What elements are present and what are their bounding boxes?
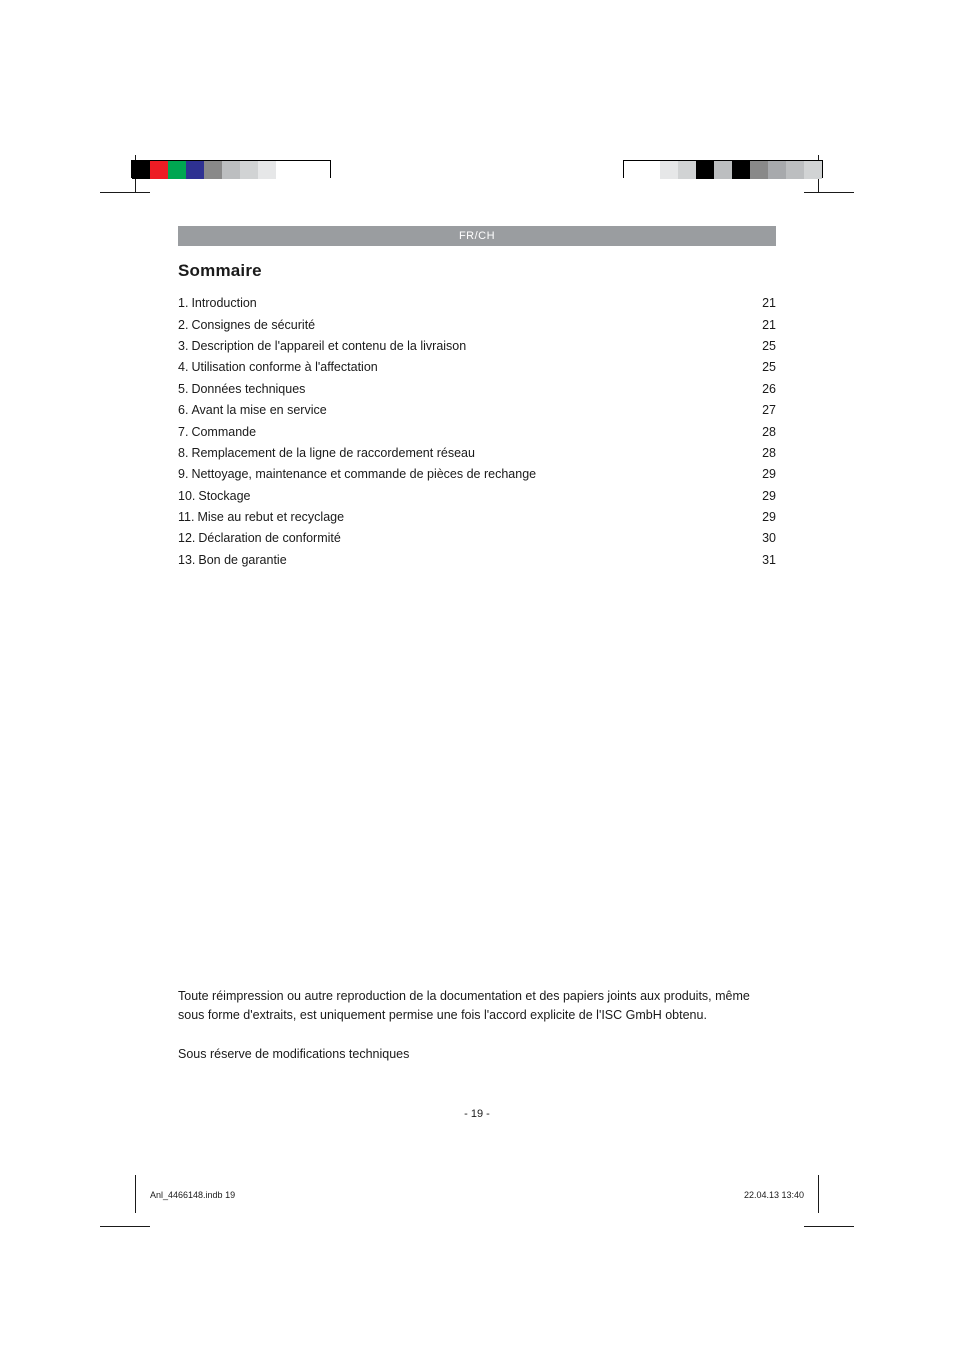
toc-number: 7. <box>178 423 188 442</box>
toc-row: 9.Nettoyage, maintenance et commande de … <box>178 465 776 484</box>
toc-page: 29 <box>762 508 776 527</box>
toc-row: 13.Bon de garantie 31 <box>178 551 776 570</box>
registration-swatch <box>642 161 660 179</box>
toc-number: 3. <box>178 337 188 356</box>
toc-page: 29 <box>762 465 776 484</box>
toc-number: 11. <box>178 508 194 527</box>
toc-text: Bon de garantie <box>195 551 286 570</box>
registration-swatch <box>204 161 222 179</box>
registration-swatch <box>732 161 750 179</box>
registration-swatch <box>768 161 786 179</box>
toc-text: Nettoyage, maintenance et commande de pi… <box>188 465 536 484</box>
toc-number: 8. <box>178 444 188 463</box>
toc-number: 12. <box>178 529 195 548</box>
toc-page: 21 <box>762 294 776 313</box>
registration-swatch <box>624 161 642 179</box>
toc-row: 6.Avant la mise en service 27 <box>178 401 776 420</box>
toc-row: 2.Consignes de sécurité 21 <box>178 316 776 335</box>
toc-text: Introduction <box>188 294 256 313</box>
registration-swatch <box>786 161 804 179</box>
toc-number: 10. <box>178 487 195 506</box>
toc-page: 27 <box>762 401 776 420</box>
toc-page: 31 <box>762 551 776 570</box>
footer-timestamp: 22.04.13 13:40 <box>744 1190 804 1200</box>
toc-row: 10.Stockage 29 <box>178 487 776 506</box>
crop-mark <box>135 1175 136 1213</box>
toc-row: 3.Description de l'appareil et contenu d… <box>178 337 776 356</box>
registration-swatch <box>240 161 258 179</box>
registration-swatch <box>714 161 732 179</box>
toc-number: 2. <box>178 316 188 335</box>
toc-row: 11.Mise au rebut et recyclage 29 <box>178 508 776 527</box>
crop-mark <box>818 1175 819 1213</box>
toc-row: 5.Données techniques 26 <box>178 380 776 399</box>
content-area: Sommaire 1.Introduction212.Consignes de … <box>178 258 776 572</box>
toc-text: Utilisation conforme à l'affectation <box>188 358 377 377</box>
registration-swatch <box>132 161 150 179</box>
copyright-notice: Toute réimpression ou autre reproduction… <box>178 987 776 1025</box>
toc-page: 21 <box>762 316 776 335</box>
crop-mark <box>100 192 150 193</box>
toc-number: 9. <box>178 465 188 484</box>
toc-text: Mise au rebut et recyclage <box>194 508 344 527</box>
toc-page: 26 <box>762 380 776 399</box>
registration-swatch <box>660 161 678 179</box>
toc-page: 25 <box>762 337 776 356</box>
toc-number: 6. <box>178 401 188 420</box>
registration-swatch <box>696 161 714 179</box>
registration-swatch <box>150 161 168 179</box>
registration-swatch <box>168 161 186 179</box>
toc-row: 4.Utilisation conforme à l'affectation 25 <box>178 358 776 377</box>
toc-text: Avant la mise en service <box>188 401 326 420</box>
toc-text: Consignes de sécurité <box>188 316 315 335</box>
registration-swatch <box>678 161 696 179</box>
toc-text: Données techniques <box>188 380 305 399</box>
toc-page: 28 <box>762 444 776 463</box>
registration-swatch <box>312 161 330 179</box>
registration-swatch <box>294 161 312 179</box>
crop-mark <box>804 192 854 193</box>
table-of-contents: 1.Introduction212.Consignes de sécurité2… <box>178 294 776 570</box>
toc-text: Description de l'appareil et contenu de … <box>188 337 466 356</box>
crop-mark <box>804 1226 854 1227</box>
toc-page: 28 <box>762 423 776 442</box>
toc-text: Commande <box>188 423 256 442</box>
toc-number: 13. <box>178 551 195 570</box>
toc-title: Sommaire <box>178 258 776 284</box>
toc-page: 29 <box>762 487 776 506</box>
toc-text: Stockage <box>195 487 250 506</box>
page-number: - 19 - <box>0 1108 954 1120</box>
page: FR/CH Sommaire 1.Introduction212.Consign… <box>0 0 954 1351</box>
registration-swatch <box>258 161 276 179</box>
toc-row: 8.Remplacement de la ligne de raccordeme… <box>178 444 776 463</box>
registration-swatch <box>276 161 294 179</box>
registration-bar-left <box>131 160 331 178</box>
toc-number: 5. <box>178 380 188 399</box>
toc-number: 4. <box>178 358 188 377</box>
reserve-notice: Sous réserve de modifications techniques <box>178 1047 776 1061</box>
toc-row: 12.Déclaration de conformité 30 <box>178 529 776 548</box>
toc-row: 1.Introduction 21 <box>178 294 776 313</box>
toc-text: Remplacement de la ligne de raccordement… <box>188 444 475 463</box>
registration-swatch <box>186 161 204 179</box>
registration-swatch <box>222 161 240 179</box>
toc-row: 7.Commande 28 <box>178 423 776 442</box>
language-header: FR/CH <box>178 226 776 246</box>
toc-page: 30 <box>762 529 776 548</box>
registration-swatch <box>804 161 822 179</box>
toc-text: Déclaration de conformité <box>195 529 340 548</box>
footer-filename: Anl_4466148.indb 19 <box>150 1190 235 1200</box>
toc-number: 1. <box>178 294 188 313</box>
registration-bar-right <box>623 160 823 178</box>
toc-page: 25 <box>762 358 776 377</box>
registration-swatch <box>750 161 768 179</box>
crop-mark <box>100 1226 150 1227</box>
